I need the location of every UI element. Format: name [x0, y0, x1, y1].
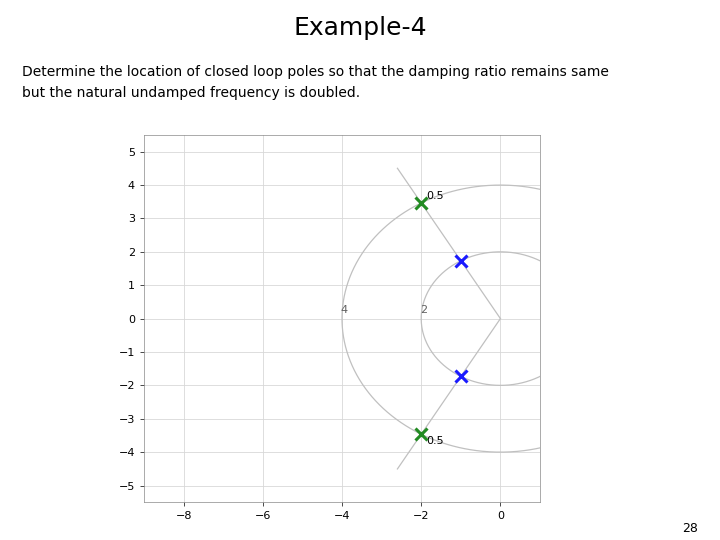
- Text: but the natural undamped frequency is doubled.: but the natural undamped frequency is do…: [22, 86, 360, 100]
- Text: Determine the location of closed loop poles so that the damping ratio remains sa: Determine the location of closed loop po…: [22, 65, 608, 79]
- Text: 2: 2: [420, 305, 427, 315]
- Text: 4: 4: [341, 305, 348, 315]
- Text: 0.5: 0.5: [426, 191, 444, 201]
- Text: Example-4: Example-4: [293, 16, 427, 40]
- Text: 0.5: 0.5: [426, 436, 444, 446]
- Text: 28: 28: [683, 522, 698, 535]
